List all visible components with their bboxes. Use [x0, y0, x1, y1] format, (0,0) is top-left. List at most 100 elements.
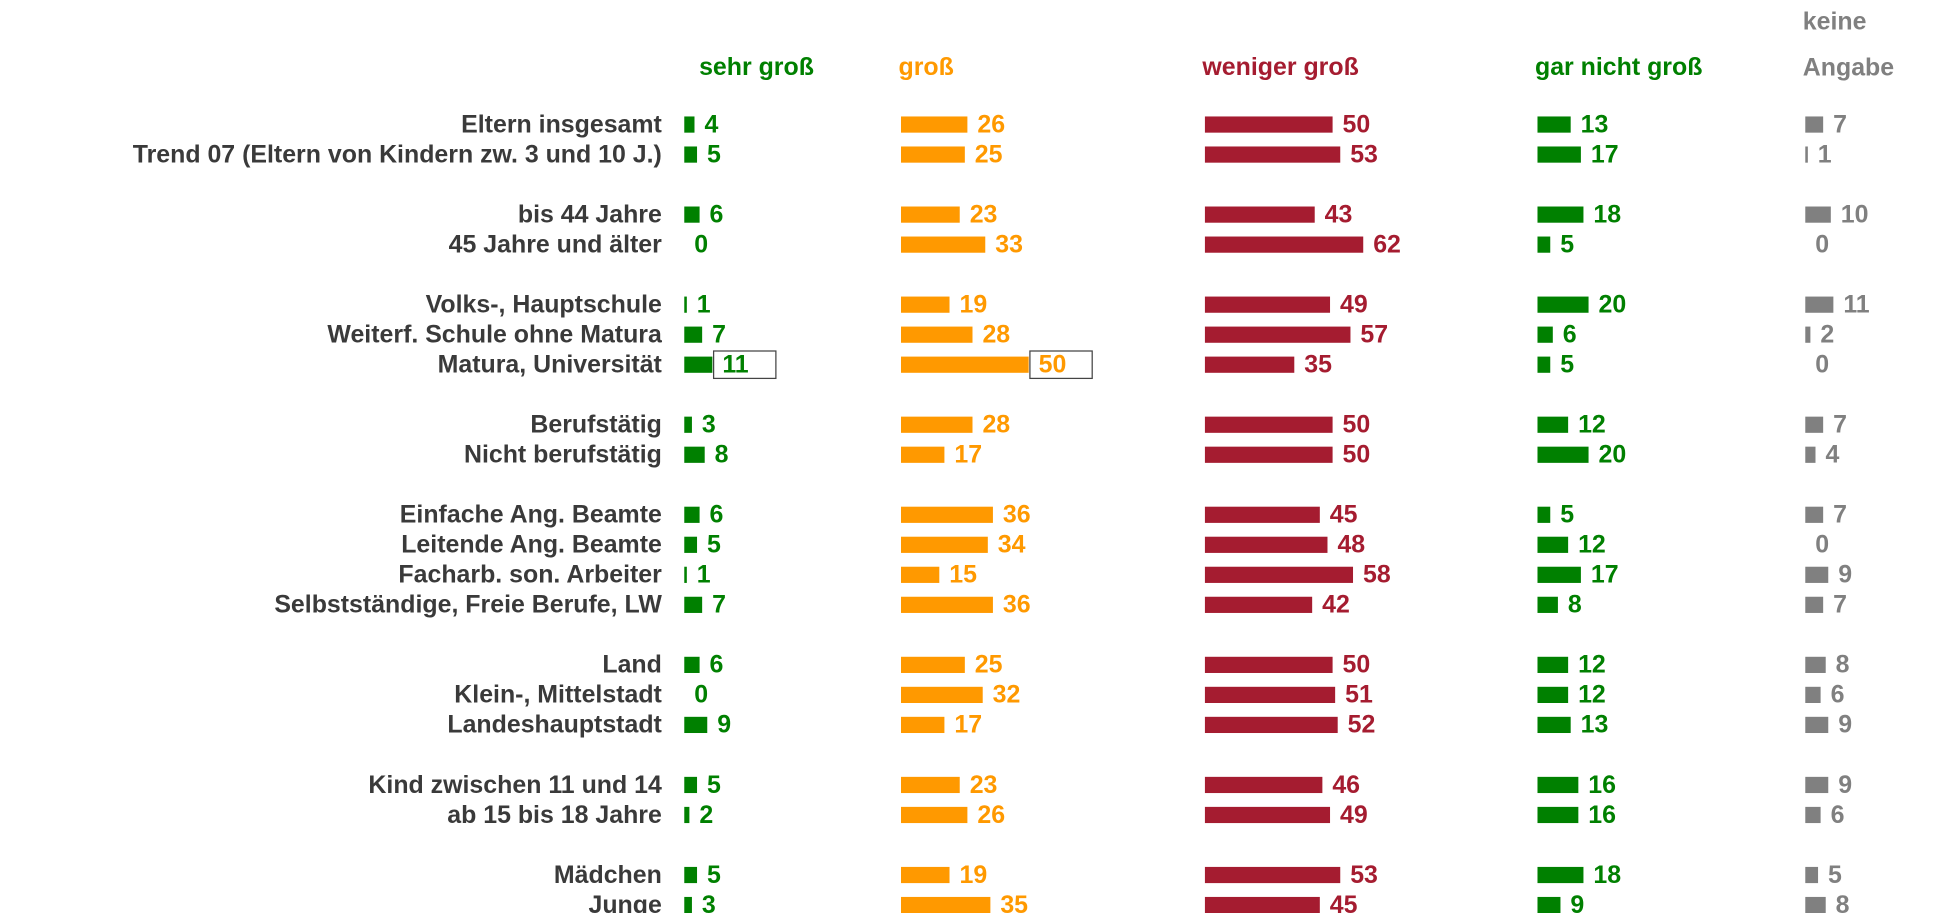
value-label: 5 [707, 861, 721, 889]
value-label: 23 [970, 200, 998, 228]
bar [901, 326, 973, 343]
value-label: 1 [697, 290, 711, 318]
value-label: 45 [1330, 501, 1358, 529]
value-label: 10 [1841, 200, 1869, 228]
value-label: 20 [1599, 290, 1627, 318]
category-label: Klein-, Mittelstadt [454, 681, 662, 709]
value-label: 6 [710, 651, 724, 679]
value-label: 5 [1560, 351, 1574, 379]
value-label: 0 [694, 681, 708, 709]
value-label: 18 [1593, 200, 1621, 228]
bar [1537, 896, 1561, 913]
bar [1204, 116, 1333, 133]
category-label: Junge [588, 891, 661, 913]
bar [1537, 596, 1558, 613]
legend-label: groß [899, 53, 954, 81]
category-label: bis 44 Jahre [518, 200, 662, 228]
value-label: 0 [1815, 531, 1829, 559]
value-label: 17 [954, 711, 982, 739]
bar [684, 296, 687, 313]
value-label: 4 [704, 110, 718, 138]
bar [901, 446, 945, 463]
value-label: 12 [1578, 651, 1606, 679]
bar [1537, 326, 1553, 343]
category-label: Trend 07 (Eltern von Kindern zw. 3 und 1… [133, 140, 662, 168]
bar [1537, 206, 1584, 223]
category-label: Eltern insgesamt [461, 110, 662, 138]
bar [1537, 536, 1569, 553]
value-label: 5 [1828, 861, 1842, 889]
value-label: 19 [959, 290, 987, 318]
bar [1805, 896, 1826, 913]
value-label: 17 [1591, 140, 1619, 168]
bar [684, 596, 703, 613]
bar [684, 116, 695, 133]
value-label: 17 [1591, 561, 1619, 589]
category-label: 45 Jahre und älter [449, 230, 662, 258]
bar [684, 806, 690, 824]
bar [901, 146, 965, 163]
bar [1204, 656, 1333, 673]
bar [1805, 326, 1811, 343]
legend-label: keine Angabe [1803, 7, 1894, 81]
category-label: Land [602, 651, 662, 679]
bar [901, 296, 950, 313]
bar [1537, 506, 1551, 523]
value-label: 6 [710, 200, 724, 228]
bar [901, 686, 983, 703]
bar [901, 866, 950, 884]
bar [1805, 416, 1824, 433]
value-label: 42 [1322, 591, 1350, 619]
bar [901, 506, 993, 523]
category-label: Landeshauptstadt [447, 711, 662, 739]
bar [684, 566, 687, 583]
value-label: 8 [1836, 651, 1850, 679]
value-label: 35 [1304, 351, 1332, 379]
category-label: Weiterf. Schule ohne Matura [327, 321, 663, 349]
value-label: 9 [1838, 561, 1852, 589]
value-label: 20 [1599, 441, 1627, 469]
value-label: 5 [1560, 230, 1574, 258]
category-label: Einfache Ang. Beamte [400, 501, 662, 529]
value-label: 33 [995, 230, 1023, 258]
bar [1204, 566, 1354, 583]
category-label: Berufstätig [530, 411, 661, 439]
category-label: ab 15 bis 18 Jahre [447, 801, 662, 829]
bar [1204, 686, 1336, 703]
value-label: 2 [1820, 321, 1834, 349]
bar [1204, 896, 1320, 913]
bar [1805, 566, 1829, 583]
value-label: 17 [954, 441, 982, 469]
bar [1805, 116, 1824, 133]
bar [1537, 686, 1569, 703]
value-label: 9 [1838, 711, 1852, 739]
bar [684, 206, 700, 223]
bar [901, 356, 1029, 373]
bar [684, 776, 698, 794]
value-label: 57 [1360, 321, 1388, 349]
bar [1805, 596, 1824, 613]
bar [1204, 296, 1331, 313]
value-label: 11 [1843, 290, 1869, 318]
value-label: 46 [1332, 771, 1360, 799]
category-label: Matura, Universität [438, 351, 662, 379]
bar [684, 326, 703, 343]
bar [1204, 416, 1333, 433]
value-label: 43 [1325, 200, 1353, 228]
bar [1204, 536, 1328, 553]
highlight-box [1029, 350, 1093, 380]
value-label: 5 [707, 140, 721, 168]
bar [1204, 206, 1315, 223]
value-label: 0 [1815, 230, 1829, 258]
bar [1537, 416, 1569, 433]
value-label: 1 [697, 561, 711, 589]
bar [1204, 776, 1323, 794]
category-label: Selbstständige, Freie Berufe, LW [274, 591, 662, 619]
bar [1537, 296, 1589, 313]
bar [684, 866, 698, 884]
value-label: 23 [970, 771, 998, 799]
value-label: 34 [998, 531, 1026, 559]
value-label: 53 [1350, 140, 1378, 168]
value-label: 49 [1340, 801, 1368, 829]
